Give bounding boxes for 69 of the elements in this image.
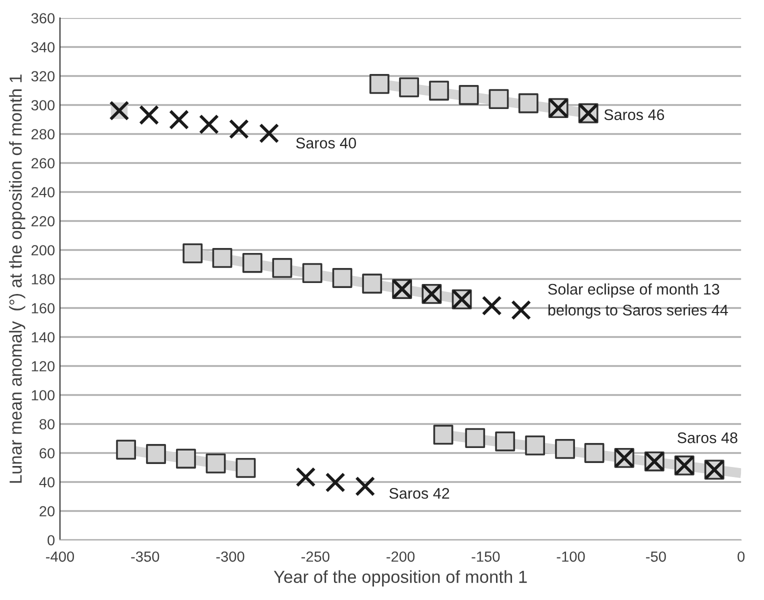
point: [495, 431, 516, 452]
point: [429, 80, 449, 101]
point: [168, 110, 190, 130]
y-tick-label: 240: [32, 187, 55, 198]
point: [465, 428, 486, 448]
y-tick-label: 120: [32, 361, 55, 372]
point: [212, 248, 232, 268]
point: [228, 119, 249, 140]
point: [236, 458, 256, 478]
x-tick-label: -200: [386, 551, 415, 562]
point: [325, 472, 346, 492]
point: [146, 444, 166, 464]
point: [399, 77, 419, 98]
point: [272, 258, 292, 278]
y-tick-label: 180: [32, 274, 55, 284]
x-tick-label: -250: [301, 551, 330, 562]
point: [182, 243, 203, 264]
point: [482, 296, 502, 316]
point: [242, 252, 262, 273]
x-tick-label: -100: [556, 551, 585, 562]
y-tick-label: 300: [31, 100, 55, 110]
point: [458, 85, 479, 105]
y-tick-label: 260: [32, 158, 55, 168]
point: [302, 263, 322, 284]
y-axis-title: Lunar mean anomaly (°) at the opposition of month 1: [9, 74, 26, 483]
point: [198, 114, 219, 134]
y-tick-label: 40: [39, 477, 55, 488]
y-tick-label: 160: [32, 303, 55, 314]
point: [488, 89, 509, 110]
y-tick-label: 340: [31, 42, 55, 52]
x-tick-label: -50: [646, 551, 666, 562]
point: [176, 448, 196, 469]
y-tick-label: 80: [40, 419, 55, 430]
y-tick-label: 200: [32, 245, 55, 256]
annotation: Saros 42: [389, 488, 450, 499]
point: [116, 440, 136, 460]
x-tick-label: 0: [738, 551, 745, 562]
x-tick-label: -150: [472, 551, 500, 562]
x-tick-label: -350: [131, 551, 160, 562]
point: [206, 453, 226, 474]
point: [332, 268, 352, 288]
point: [518, 93, 538, 114]
y-tick-label: 0: [48, 535, 55, 546]
y-tick-label: 20: [40, 506, 55, 516]
x-axis-title: Year of the opposition of month 1: [274, 570, 527, 586]
y-tick-label: 320: [31, 71, 55, 82]
point: [369, 74, 390, 94]
annotation: Saros 40: [296, 138, 356, 148]
point: [362, 274, 382, 294]
point: [138, 104, 160, 126]
point: [555, 438, 575, 459]
annotation: Saros 48: [678, 432, 738, 444]
annotation: Solar eclipse of month 13 belongs to Saros series 44: [548, 283, 728, 319]
y-tick-label: 60: [40, 448, 55, 458]
x-tick-label: -400: [46, 551, 74, 562]
x-tick-label: -300: [216, 551, 244, 562]
point: [296, 467, 316, 488]
point: [584, 443, 604, 463]
point: [355, 476, 376, 496]
point: [511, 300, 532, 320]
point: [259, 123, 280, 144]
y-tick-label: 360: [31, 13, 55, 24]
point: [525, 436, 546, 456]
y-tick-label: 140: [32, 332, 55, 342]
annotation: Saros 46: [604, 109, 664, 120]
point: [433, 424, 454, 445]
y-tick-label: 220: [32, 216, 55, 226]
y-tick-label: 280: [32, 129, 55, 140]
y-tick-label: 100: [32, 390, 55, 400]
